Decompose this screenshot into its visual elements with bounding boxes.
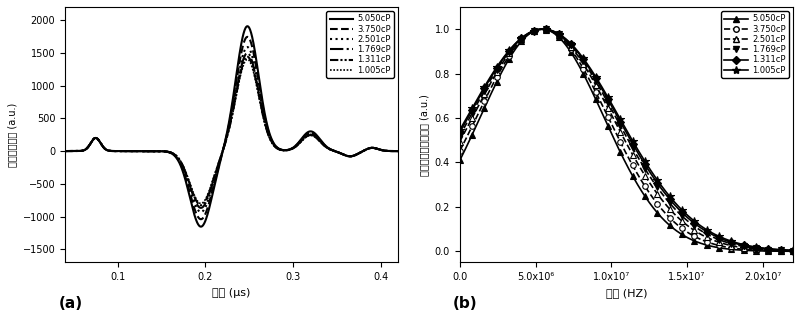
1.311cP xyxy=(321,145,330,149)
Line: 5.050cP: 5.050cP xyxy=(65,26,398,227)
1.005cP xyxy=(195,201,205,205)
1.005cP xyxy=(207,180,217,184)
1.769cP xyxy=(290,145,299,149)
3.750cP xyxy=(195,217,205,221)
3.750cP xyxy=(326,148,336,152)
1.311cP xyxy=(94,139,104,143)
1.005cP xyxy=(321,145,330,149)
3.750cP xyxy=(60,149,70,153)
1.311cP xyxy=(290,146,299,149)
1.005cP xyxy=(326,148,336,152)
2.501cP xyxy=(326,148,336,152)
2.501cP xyxy=(242,45,252,49)
2.501cP xyxy=(290,145,299,149)
3.750cP xyxy=(394,149,403,153)
3.750cP xyxy=(321,144,330,148)
1.005cP xyxy=(60,149,70,153)
5.050cP xyxy=(195,224,205,228)
5.050cP xyxy=(196,225,206,228)
1.769cP xyxy=(94,139,104,143)
1.311cP xyxy=(196,203,206,207)
1.769cP xyxy=(60,149,70,153)
5.050cP xyxy=(321,144,330,148)
5.050cP xyxy=(207,194,217,198)
Text: (a): (a) xyxy=(58,296,82,311)
5.050cP xyxy=(326,148,336,152)
5.050cP xyxy=(94,139,104,143)
1.311cP xyxy=(326,148,336,152)
5.050cP xyxy=(242,24,252,28)
1.311cP xyxy=(207,181,217,185)
Line: 1.311cP: 1.311cP xyxy=(65,57,398,205)
Y-axis label: 光声信号幅度 (a.u.): 光声信号幅度 (a.u.) xyxy=(7,103,17,167)
Line: 3.750cP: 3.750cP xyxy=(65,37,398,219)
1.769cP xyxy=(207,183,217,187)
5.050cP xyxy=(290,145,299,149)
5.050cP xyxy=(394,149,403,153)
2.501cP xyxy=(94,139,104,143)
Line: 1.005cP: 1.005cP xyxy=(65,59,398,204)
3.750cP xyxy=(207,190,217,193)
3.750cP xyxy=(196,217,206,221)
Line: 2.501cP: 2.501cP xyxy=(65,47,398,212)
2.501cP xyxy=(196,210,206,214)
Line: 1.769cP: 1.769cP xyxy=(65,53,398,208)
1.005cP xyxy=(242,58,252,61)
5.050cP xyxy=(60,149,70,153)
1.005cP xyxy=(94,139,104,143)
2.501cP xyxy=(394,149,403,153)
1.769cP xyxy=(321,145,330,149)
Y-axis label: 归一化光声信号频谱 (a.u.): 归一化光声信号频谱 (a.u.) xyxy=(419,94,429,176)
1.769cP xyxy=(394,149,403,153)
2.501cP xyxy=(321,144,330,148)
1.311cP xyxy=(394,149,403,153)
3.750cP xyxy=(242,35,252,39)
3.750cP xyxy=(94,139,104,143)
3.750cP xyxy=(290,145,299,149)
X-axis label: 时间 (μs): 时间 (μs) xyxy=(213,288,251,298)
Text: (b): (b) xyxy=(453,296,478,311)
1.769cP xyxy=(195,206,205,210)
1.311cP xyxy=(242,55,252,59)
1.769cP xyxy=(196,206,206,210)
Legend: 5.050cP, 3.750cP, 2.501cP, 1.769cP, 1.311cP, 1.005cP: 5.050cP, 3.750cP, 2.501cP, 1.769cP, 1.31… xyxy=(326,11,394,78)
1.005cP xyxy=(290,146,299,149)
1.769cP xyxy=(242,51,252,55)
1.311cP xyxy=(195,203,205,207)
1.005cP xyxy=(196,202,206,205)
1.311cP xyxy=(60,149,70,153)
1.005cP xyxy=(394,149,403,153)
X-axis label: 频率 (HZ): 频率 (HZ) xyxy=(606,288,647,298)
2.501cP xyxy=(207,185,217,189)
1.769cP xyxy=(326,148,336,152)
2.501cP xyxy=(195,210,205,214)
Legend: 5.050cP, 3.750cP, 2.501cP, 1.769cP, 1.311cP, 1.005cP: 5.050cP, 3.750cP, 2.501cP, 1.769cP, 1.31… xyxy=(721,11,789,78)
2.501cP xyxy=(60,149,70,153)
